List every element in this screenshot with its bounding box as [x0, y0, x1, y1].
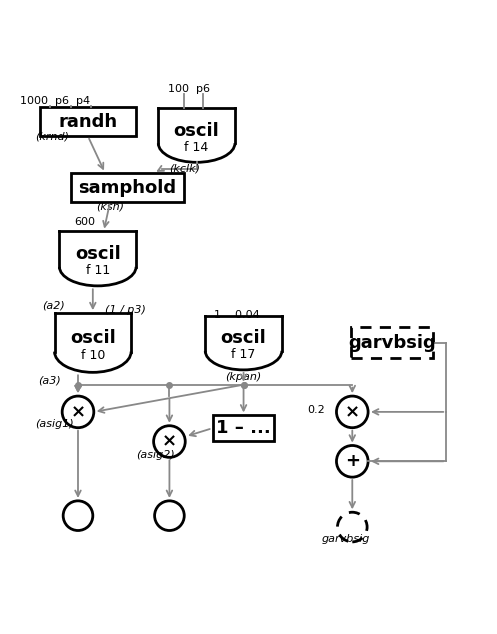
- Text: 1    0.04: 1 0.04: [214, 311, 259, 320]
- Text: f 14: f 14: [184, 141, 209, 153]
- Bar: [40, 107, 136, 136]
- Text: oscil: oscil: [174, 122, 220, 139]
- Text: f 11: f 11: [85, 264, 110, 277]
- Text: (krnd): (krnd): [35, 132, 69, 141]
- Text: (a3): (a3): [38, 375, 61, 385]
- Text: oscil: oscil: [75, 245, 121, 263]
- Text: f 10: f 10: [81, 349, 105, 362]
- Bar: [213, 415, 274, 441]
- Text: 0.2: 0.2: [307, 405, 325, 415]
- Text: +: +: [345, 452, 360, 470]
- Text: ×: ×: [162, 432, 177, 451]
- Text: oscil: oscil: [221, 329, 266, 347]
- Text: 600: 600: [75, 217, 95, 227]
- Text: oscil: oscil: [70, 329, 116, 347]
- Text: (a2): (a2): [42, 300, 65, 310]
- Text: ×: ×: [345, 403, 360, 421]
- Text: samphold: samphold: [79, 179, 176, 197]
- Text: (kclk): (kclk): [169, 164, 200, 174]
- Text: (asig2): (asig2): [136, 450, 174, 460]
- Text: f 17: f 17: [232, 348, 256, 361]
- Text: garvbsig: garvbsig: [348, 333, 436, 352]
- Text: garvbsig: garvbsig: [322, 534, 370, 545]
- Bar: [71, 173, 184, 202]
- Text: (kpan): (kpan): [225, 372, 261, 382]
- Text: 1000  p6  p4: 1000 p6 p4: [20, 96, 90, 106]
- Text: ×: ×: [71, 403, 85, 421]
- Text: (asig1): (asig1): [35, 419, 74, 429]
- Bar: [351, 327, 432, 358]
- Text: randh: randh: [58, 113, 117, 131]
- Text: (1 / p3): (1 / p3): [105, 305, 146, 314]
- Text: 1 – ...: 1 – ...: [216, 419, 271, 437]
- Text: (ksh): (ksh): [96, 202, 124, 212]
- Text: 100  p6: 100 p6: [168, 84, 210, 94]
